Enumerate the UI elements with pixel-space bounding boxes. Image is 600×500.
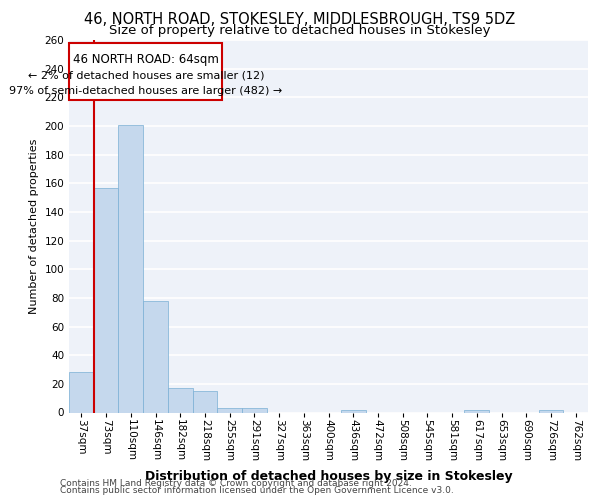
Text: Size of property relative to detached houses in Stokesley: Size of property relative to detached ho… [109, 24, 491, 37]
Text: ← 2% of detached houses are smaller (12): ← 2% of detached houses are smaller (12) [28, 70, 264, 80]
Bar [193, 391, 217, 412]
FancyBboxPatch shape [70, 43, 222, 100]
Bar [94, 188, 118, 412]
X-axis label: Distribution of detached houses by size in Stokesley: Distribution of detached houses by size … [145, 470, 512, 483]
Text: Contains HM Land Registry data © Crown copyright and database right 2024.: Contains HM Land Registry data © Crown c… [60, 478, 412, 488]
Y-axis label: Number of detached properties: Number of detached properties [29, 138, 39, 314]
Bar [242, 408, 267, 412]
Bar [168, 388, 193, 412]
Bar [341, 410, 365, 412]
Bar [143, 300, 168, 412]
Bar [539, 410, 563, 412]
Text: 97% of semi-detached houses are larger (482) →: 97% of semi-detached houses are larger (… [9, 86, 283, 96]
Text: 46 NORTH ROAD: 64sqm: 46 NORTH ROAD: 64sqm [73, 53, 219, 66]
Bar [464, 410, 489, 412]
Text: Contains public sector information licensed under the Open Government Licence v3: Contains public sector information licen… [60, 486, 454, 495]
Bar [217, 408, 242, 412]
Text: 46, NORTH ROAD, STOKESLEY, MIDDLESBROUGH, TS9 5DZ: 46, NORTH ROAD, STOKESLEY, MIDDLESBROUGH… [85, 12, 515, 28]
Bar [118, 124, 143, 412]
Bar [69, 372, 94, 412]
